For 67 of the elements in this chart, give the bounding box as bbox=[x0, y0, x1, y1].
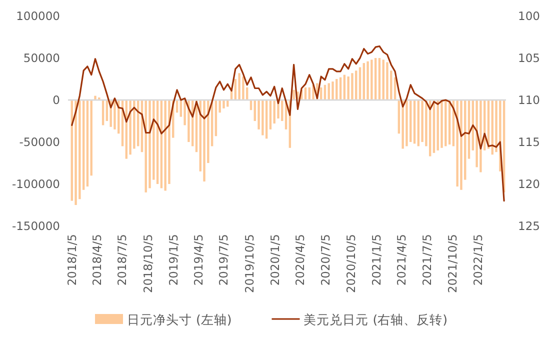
bar bbox=[90, 100, 92, 176]
bar bbox=[456, 100, 458, 187]
y-tick-label: -100000 bbox=[12, 177, 60, 191]
x-tick-label: 2018/10/5 bbox=[140, 234, 155, 293]
bar bbox=[366, 61, 369, 100]
bar bbox=[351, 73, 354, 100]
bar bbox=[292, 90, 295, 100]
bar bbox=[460, 100, 462, 190]
bar bbox=[378, 58, 381, 100]
bar bbox=[238, 73, 240, 100]
x-tick-label: 2018/4/5 bbox=[90, 234, 104, 286]
x-tick-label: 2019/7/5 bbox=[216, 234, 231, 286]
y2-tick-label: 105 bbox=[518, 51, 540, 65]
x-tick-label: 2022/1/5 bbox=[471, 234, 486, 286]
x-tick-label: 2019/1/5 bbox=[166, 234, 180, 286]
bar bbox=[347, 76, 350, 100]
x-tick-label: 2019/4/5 bbox=[191, 234, 206, 286]
y-tick-label: -150000 bbox=[12, 219, 60, 233]
bar bbox=[332, 82, 334, 100]
y2-tick-label: 110 bbox=[518, 93, 540, 107]
y-tick-label: 0 bbox=[52, 93, 60, 107]
legend-label: 日元净头寸 (左轴) bbox=[127, 312, 232, 327]
y-tick-label: 100000 bbox=[16, 9, 60, 23]
bar bbox=[129, 100, 132, 155]
bar bbox=[74, 100, 77, 205]
y-tick-label: -50000 bbox=[19, 135, 60, 149]
x-tick-label: 2019/10/5 bbox=[242, 234, 256, 293]
x-tick-label: 2018/1/5 bbox=[64, 234, 79, 286]
bar bbox=[374, 58, 377, 100]
bar bbox=[382, 60, 384, 100]
bar bbox=[203, 100, 206, 182]
bar bbox=[406, 100, 408, 146]
y2-tick-label: 125 bbox=[518, 219, 540, 233]
bar bbox=[362, 63, 365, 100]
x-tick-label: 2021/10/5 bbox=[446, 234, 460, 293]
legend-label: 美元兑日元 (右轴、反转) bbox=[304, 312, 448, 327]
bar bbox=[444, 100, 447, 146]
x-tick-label: 2020/1/5 bbox=[268, 234, 282, 286]
bar bbox=[148, 100, 151, 188]
bar bbox=[358, 67, 362, 100]
bar bbox=[386, 62, 388, 100]
x-tick-label: 2021/1/5 bbox=[370, 234, 384, 286]
x-tick-label: 2020/7/5 bbox=[318, 234, 333, 286]
bar bbox=[480, 100, 482, 172]
bar bbox=[164, 100, 166, 191]
y2-tick-label: 120 bbox=[518, 177, 540, 191]
bar bbox=[242, 76, 244, 100]
bar bbox=[114, 100, 116, 130]
bar bbox=[370, 60, 373, 100]
line-series bbox=[71, 45, 505, 202]
y-tick-label: 50000 bbox=[23, 51, 60, 65]
x-tick-label: 2020/10/5 bbox=[344, 234, 358, 293]
bar bbox=[86, 100, 89, 187]
y2-tick-label: 100 bbox=[518, 9, 540, 23]
bar bbox=[222, 100, 225, 108]
x-tick-label: 2021/7/5 bbox=[420, 234, 434, 286]
bar bbox=[262, 100, 264, 136]
x-tick-label: 2021/4/5 bbox=[394, 234, 409, 286]
x-tick-label: 2020/4/5 bbox=[293, 234, 308, 286]
bar bbox=[421, 100, 424, 142]
bar bbox=[94, 96, 96, 100]
bar bbox=[188, 100, 190, 142]
y2-tick-label: 115 bbox=[518, 135, 540, 149]
bar bbox=[355, 70, 358, 100]
bar bbox=[402, 100, 404, 149]
x-tick-label: 2018/7/5 bbox=[115, 234, 130, 286]
bar bbox=[440, 100, 443, 148]
